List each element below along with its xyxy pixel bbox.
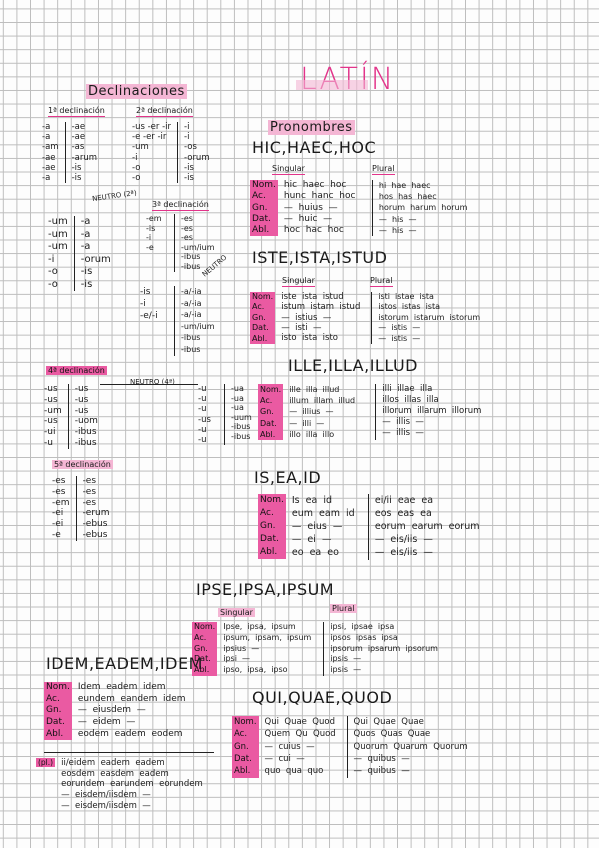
ille-plur: illi illae illa illos illas illa illorum i… <box>382 384 482 439</box>
pronombres-heading: Pronombres <box>268 120 355 135</box>
first-decl-table: -a -a -am -ae -ae -a -ae -ae -as -arum -is -is <box>42 122 98 184</box>
declinaciones-heading: Declinaciones <box>86 84 187 99</box>
fourth-decl-table: -us -us -um -us -ui -u -us -us -us -uom -ibus -ibu… <box>44 384 98 449</box>
neutro4-table: -u -u -u -us -u -u -ua -ua -ua -uum -ibus -ibus <box>198 384 252 446</box>
ipse-cases: Nom. Ac. Gn. Dat. Abl. <box>192 622 218 676</box>
second-decl-table: -us -er -ir -e -er -ir -um -i -o -o -i -i -os -o… <box>132 122 210 184</box>
is-title: IS,EA,ID <box>254 468 322 487</box>
idem-table: Nom. Ac. Gn. Dat. Abl. Idem eadem idem eundem… <box>44 682 186 741</box>
ipse-plur: ipsi, ipsae ipsa ipsos ipsas ipsa ipsorum … <box>330 622 438 675</box>
qui-plur: Qui Quae Quae Quos Quas Quae Quorum Quarum… <box>353 717 468 777</box>
fourth-decl-plur: -us -us -us -uom -ibus -ibus <box>74 384 98 448</box>
neutro4-plur: -ua -ua -ua -uum -ibus -ibus <box>231 384 252 441</box>
ille-sing: ille illa illud illum illam illud — illius… <box>289 385 356 439</box>
is-plur: ei/ii eae ea eos eas ea eorum earum eorum —… <box>374 495 480 559</box>
fourth-decl-label: 4ª declinación <box>46 366 107 375</box>
fifth-decl-label: 5ª declinación <box>52 460 113 469</box>
hic-cases: Nom. Ac. Gn. Dat. Abl. <box>250 180 278 237</box>
third-decl-plur: -es -es -es -um/ium -ibus -ibus <box>181 214 215 271</box>
ille-table: Nom. Ac. Gn. Dat. Abl. ille illa illud illum … <box>258 384 481 440</box>
hic-plur: hi hae haec hos has haec horum harum horum… <box>378 181 468 235</box>
hic-singular-label: Singular <box>272 164 305 175</box>
neutro2-plur: -a -a -a -orum -is -is <box>80 216 111 290</box>
neutro2-label: NEUTRO (2ª) <box>91 188 138 204</box>
hic-title: HIC,HAEC,HOC <box>252 138 377 157</box>
fourth-decl-sing: -us -us -um -us -ui -u <box>44 384 62 448</box>
iste-plur: isti istae ista istos istas ista istorum i… <box>378 292 481 343</box>
idem-divider <box>44 752 214 754</box>
neutro3-sing: -is -i -e/-i <box>140 287 158 322</box>
qui-cases: Nom. Ac. Gn. Dat. Abl. <box>232 716 259 778</box>
second-decl-plur: -i -i -os -orum -is -is <box>184 122 210 183</box>
neutro2-sing: -um -um -um -i -o -o <box>48 216 68 290</box>
hic-plural-label: Plural <box>372 164 395 175</box>
idem-plur: ii/eidem eadem eadem eosdem easdem eadem e… <box>61 758 203 811</box>
neutro4-sing: -u -u -u -us -u -u <box>198 384 211 445</box>
ille-title: ILLE,ILLA,ILLUD <box>288 356 418 375</box>
iste-sing: iste ista istud istum istam istud — istius… <box>281 292 361 344</box>
second-decl-sing: -us -er -ir -e -er -ir -um -i -o -o <box>132 122 172 183</box>
idem-cases: Nom. Ac. Gn. Dat. Abl. <box>44 682 72 741</box>
iste-singular-label: Singular <box>282 276 315 287</box>
ipse-sing: Ipse, ipsa, ipsum ipsum, ipsam, ipsum ipsi… <box>223 622 312 675</box>
is-sing: Is ea id eum eam id — eius — — ei — eo ea eo <box>291 495 355 559</box>
first-decl-plur: -ae -ae -as -arum -is -is <box>71 122 98 183</box>
neutro2-table: -um -um -um -i -o -o -a -a -a -orum -is -is <box>48 216 111 291</box>
iste-table: Nom. Ac. Gn. Dat. Abl. iste ista istud istum … <box>250 292 480 344</box>
ipse-plural-label: Plural <box>330 604 357 613</box>
fifth-decl-table: -es -es -em -ei -ei -e -es -es -es -erum -ebus -eb… <box>52 476 110 541</box>
ipse-title: IPSE,IPSA,IPSUM <box>196 580 335 599</box>
fifth-decl-sing: -es -es -em -ei -ei -e <box>52 476 70 540</box>
idem-plur-table: (pl.) ii/eidem eadem eadem eosdem easdem … <box>36 758 203 811</box>
neutro3-table: -is -i -e/-i -a/-ia -a/-ia -a/-ia -um/ium -ibu… <box>140 286 215 356</box>
fifth-decl-plur: -es -es -es -erum -ebus -ebus <box>82 476 110 540</box>
idem-sing: Idem eadem idem eundem eandem idem — eiusd… <box>77 682 186 739</box>
ille-cases: Nom. Ac. Gn. Dat. Abl. <box>258 384 284 440</box>
second-decl-label: 2ª declinación <box>136 106 193 117</box>
title-highlight <box>296 80 368 90</box>
qui-table: Nom. Ac. Gn. Dat. Abl. Qui Quae Quod Quem Qu … <box>232 716 468 778</box>
idem-plur-label: (pl.) <box>36 758 56 767</box>
iste-plural-label: Plural <box>370 276 393 287</box>
third-decl-table: -em -is -i -e -es -es -es -um/ium -ibus -ibus <box>146 214 215 272</box>
qui-sing: Qui Quae Quod Quem Qu Quod — cuius — — cui … <box>264 717 336 777</box>
neutro4-arrow <box>100 384 198 386</box>
ipse-singular-label: Singular <box>218 608 255 617</box>
third-decl-label: 3ª declinación <box>152 200 209 211</box>
neutro4-label: NEUTRO (4ª) <box>130 378 175 386</box>
first-decl-label: 1ª declinación <box>48 106 105 117</box>
first-decl-sing: -a -a -am -ae -ae -a <box>42 122 59 183</box>
is-cases: Nom. Ac. Gn. Dat. Abl. <box>258 494 286 560</box>
third-decl-sing: -em -is -i -e <box>146 214 162 252</box>
iste-title: ISTE,ISTA,ISTUD <box>252 248 388 267</box>
qui-title: QUI,QUAE,QUOD <box>252 688 393 707</box>
iste-cases: Nom. Ac. Gn. Dat. Abl. <box>250 292 276 344</box>
ipse-table: Nom. Ac. Gn. Dat. Abl. Ipse, ipsa, ipsum ipsu… <box>192 622 438 676</box>
hic-table: Nom. Ac. Gn. Dat. Abl. hic haec hoc hunc hanc… <box>250 180 468 237</box>
neutro3-plur: -a/-ia -a/-ia -a/-ia -um/ium -ibus -ibus <box>181 287 215 354</box>
hic-sing: hic haec hoc hunc hanc hoc — huius — — huic… <box>283 180 356 235</box>
page-title: LATÍN <box>300 62 395 97</box>
idem-title: IDEM,EADEM,IDEM <box>46 654 203 673</box>
is-table: Nom. Ac. Gn. Dat. Abl. Is ea id eum eam id — e… <box>258 494 479 560</box>
